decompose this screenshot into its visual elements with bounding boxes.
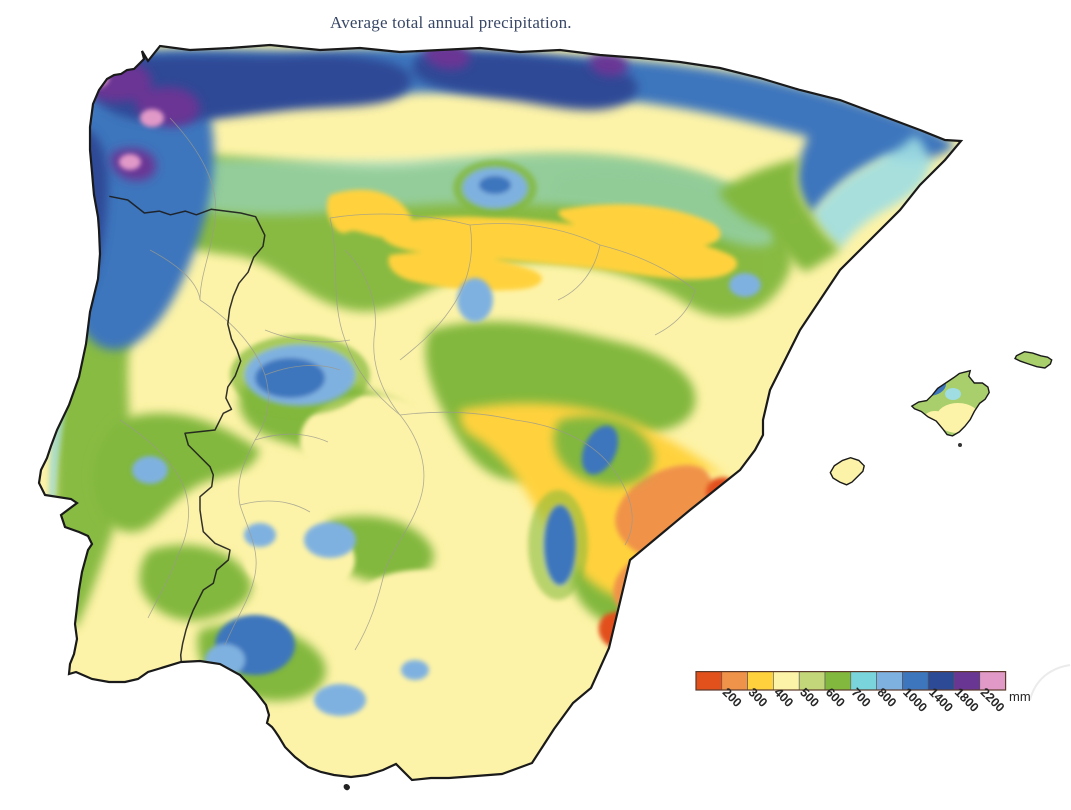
svg-text:mm: mm — [1009, 689, 1031, 704]
